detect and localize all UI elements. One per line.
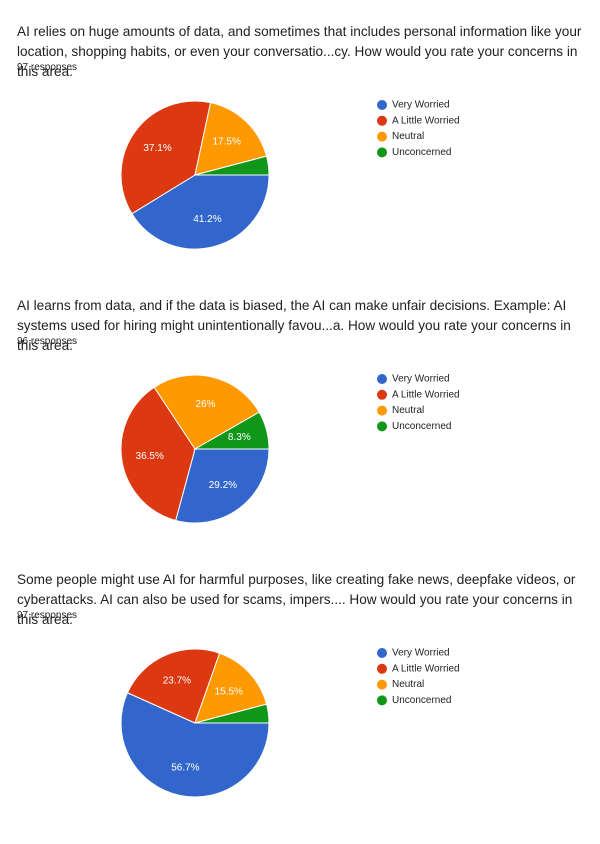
- legend-label: A Little Worried: [392, 389, 460, 400]
- legend-label: Neutral: [392, 131, 424, 142]
- legend-swatch: [377, 648, 387, 658]
- legend-label: Neutral: [392, 405, 424, 416]
- legend-swatch: [377, 405, 387, 416]
- slice-label: 41.2%: [193, 214, 221, 225]
- question-card: 29.2% 36.5% 26% 8.3% Very Worried A Little Wo…: [0, 292, 600, 566]
- question-title: AI learns from data, and if the data is …: [17, 298, 571, 353]
- slice-label: 36.5%: [136, 451, 164, 462]
- response-count: 97 responses: [17, 610, 78, 621]
- pie-slice: [193, 411, 270, 450]
- question-card: 41.2% 37.1% 17.5% Very Worried A Little Worr…: [0, 18, 600, 292]
- legend-label: Very Worried: [392, 648, 450, 659]
- legend-label: A Little Worried: [392, 115, 460, 126]
- legend-label: Unconcerned: [392, 147, 451, 158]
- pie-chart: 56.7% 23.7% 15.5% Very Worried A Little Worr…: [120, 648, 460, 798]
- pie-slice: [120, 692, 270, 798]
- question-title: AI relies on huge amounts of data, and s…: [17, 24, 582, 79]
- slice-label: 8.3%: [228, 432, 251, 443]
- slice-label: 23.7%: [163, 675, 191, 686]
- response-count: 96 responses: [17, 336, 78, 347]
- legend-swatch: [377, 374, 387, 384]
- slice-label: 37.1%: [143, 143, 171, 154]
- legend-swatch: [377, 679, 387, 690]
- legend-label: Unconcerned: [392, 421, 451, 432]
- legend-label: Very Worried: [392, 374, 450, 385]
- question-card: 56.7% 23.7% 15.5% Very Worried A Little Worr…: [0, 566, 600, 840]
- pie-slice: [126, 648, 221, 724]
- pie-slice: [120, 386, 196, 522]
- legend-swatch: [377, 131, 387, 142]
- legend-swatch: [377, 115, 387, 126]
- legend-swatch: [377, 147, 387, 158]
- slice-label: 17.5%: [213, 136, 241, 147]
- pie-chart: 29.2% 36.5% 26% 8.3% Very Worried A Little Wo…: [120, 374, 460, 524]
- pie-slice: [194, 155, 270, 176]
- legend-label: Unconcerned: [392, 695, 451, 706]
- legend-swatch: [377, 100, 387, 110]
- legend-swatch: [377, 389, 387, 400]
- slice-label: 29.2%: [209, 480, 237, 491]
- legend-swatch: [377, 663, 387, 674]
- legend-swatch: [377, 695, 387, 706]
- pie-slice: [194, 703, 270, 724]
- legend-swatch: [377, 421, 387, 432]
- pie-slice: [120, 100, 212, 215]
- legend-label: Neutral: [392, 679, 424, 690]
- legend-label: A Little Worried: [392, 663, 460, 674]
- legend-label: Very Worried: [392, 100, 450, 111]
- question-title: Some people might use AI for harmful pur…: [17, 572, 576, 627]
- pie-slice: [194, 102, 268, 176]
- pie-slice: [175, 448, 270, 524]
- slice-label: 26%: [196, 399, 216, 410]
- slice-label: 15.5%: [215, 687, 243, 698]
- pie-chart: 41.2% 37.1% 17.5% Very Worried A Little Worr…: [120, 100, 460, 250]
- response-count: 97 responses: [17, 62, 78, 73]
- slice-label: 56.7%: [171, 763, 199, 774]
- pie-slice: [194, 652, 268, 724]
- pie-slice: [131, 174, 270, 250]
- pie-slice: [153, 374, 260, 450]
